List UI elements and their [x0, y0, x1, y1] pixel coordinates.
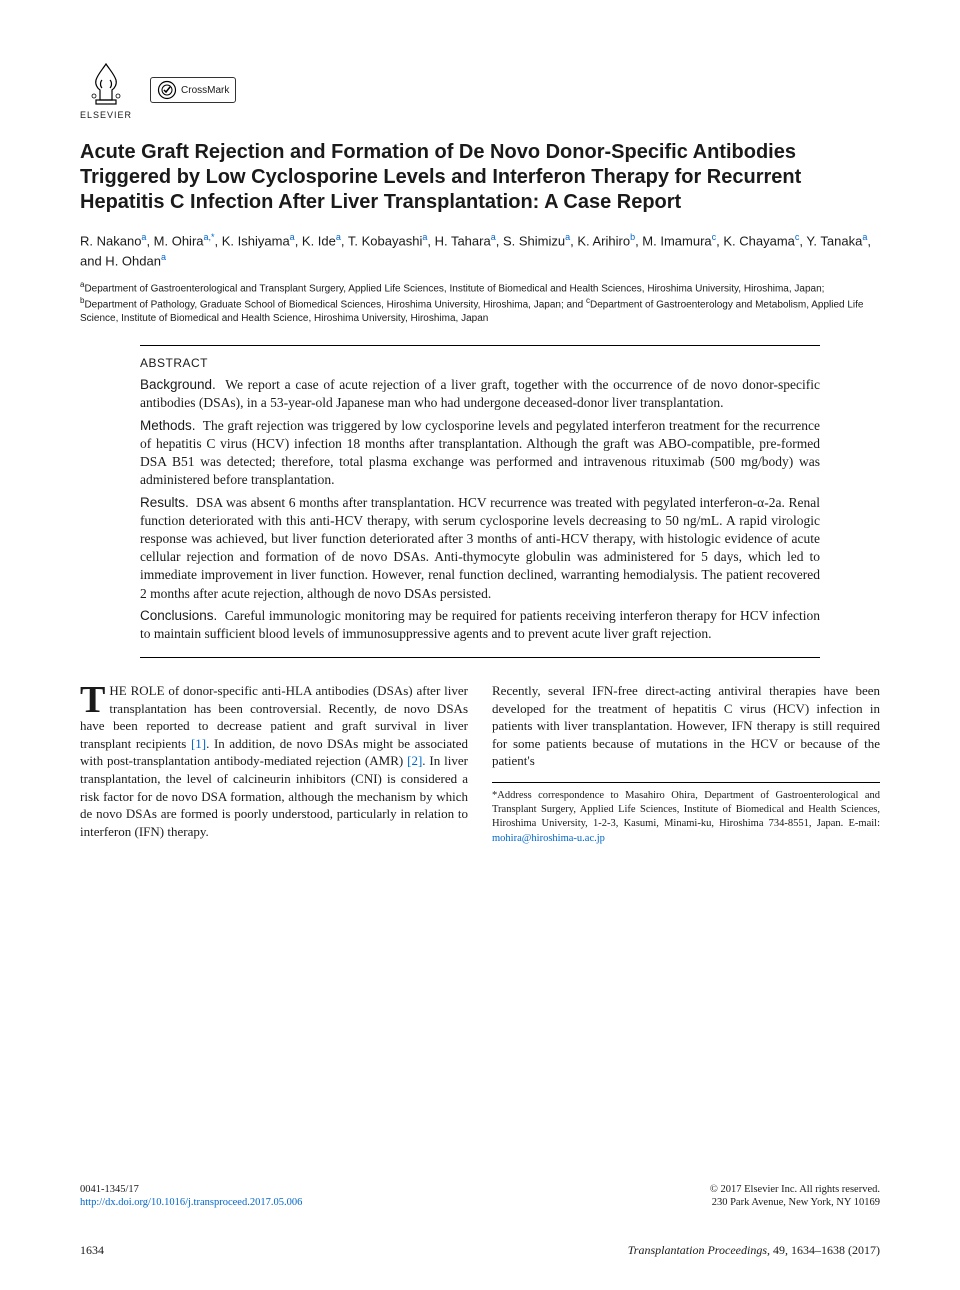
correspondence-email[interactable]: mohira@hiroshima-u.ac.jp: [492, 833, 605, 844]
footer-left: 0041-1345/17 http://dx.doi.org/10.1016/j…: [80, 1183, 302, 1210]
crossmark-label: CrossMark: [181, 85, 229, 96]
doi-link[interactable]: http://dx.doi.org/10.1016/j.transproceed…: [80, 1196, 302, 1210]
page-number: 1634: [80, 1243, 104, 1258]
crossmark-icon: [157, 80, 177, 100]
elsevier-label: ELSEVIER: [80, 110, 132, 120]
journal-citation: Transplantation Proceedings, 49, 1634–16…: [628, 1243, 880, 1258]
body-text: Recently, several IFN-free direct-acting…: [492, 682, 880, 770]
abstract-heading: ABSTRACT: [140, 356, 820, 370]
crossmark-badge[interactable]: CrossMark: [150, 77, 236, 103]
citation-link[interactable]: [1]: [191, 736, 206, 751]
abstract-box: ABSTRACT Background. We report a case of…: [140, 345, 820, 658]
elsevier-logo: ELSEVIER: [80, 60, 132, 120]
issn: 0041-1345/17: [80, 1183, 302, 1197]
footer-right: © 2017 Elsevier Inc. All rights reserved…: [710, 1183, 880, 1210]
affiliations: aDepartment of Gastroenterological and T…: [80, 280, 880, 325]
body-text: THE ROLE of donor-specific anti-HLA anti…: [80, 682, 468, 840]
abstract-section: Background. We report a case of acute re…: [140, 376, 820, 412]
elsevier-tree-icon: [82, 60, 130, 108]
body-col-right: Recently, several IFN-free direct-acting…: [492, 682, 880, 845]
correspondence-text: *Address correspondence to Masahiro Ohir…: [492, 790, 880, 829]
citation-link[interactable]: [2]: [407, 753, 422, 768]
body-col-left: THE ROLE of donor-specific anti-HLA anti…: [80, 682, 468, 845]
publisher-address: 230 Park Avenue, New York, NY 10169: [710, 1196, 880, 1210]
page-footer: 1634 Transplantation Proceedings, 49, 16…: [80, 1243, 880, 1258]
abstract-section: Results. DSA was absent 6 months after t…: [140, 494, 820, 603]
abstract-section: Methods. The graft rejection was trigger…: [140, 417, 820, 490]
header-logos: ELSEVIER CrossMark: [80, 60, 880, 120]
body-columns: THE ROLE of donor-specific anti-HLA anti…: [80, 682, 880, 845]
author-list: R. Nakanoa, M. Ohiraa,*, K. Ishiyamaa, K…: [80, 231, 880, 270]
abstract-section: Conclusions. Careful immunologic monitor…: [140, 607, 820, 643]
copyright: © 2017 Elsevier Inc. All rights reserved…: [710, 1183, 880, 1197]
correspondence-box: *Address correspondence to Masahiro Ohir…: [492, 782, 880, 846]
dropcap: T: [80, 682, 109, 716]
article-title: Acute Graft Rejection and Formation of D…: [80, 140, 880, 215]
